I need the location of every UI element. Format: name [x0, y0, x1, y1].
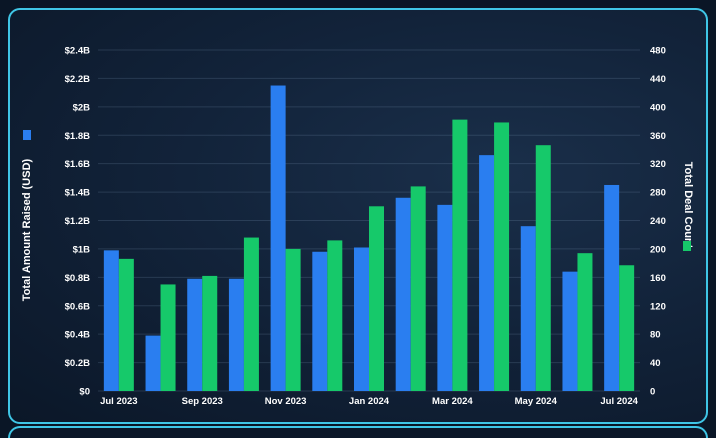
y2-tick-label: 440 [650, 74, 666, 85]
x-tick-label: Mar 2024 [432, 396, 473, 407]
next-card-edge [8, 426, 708, 438]
y-tick-label: $0 [79, 387, 90, 398]
y2-tick-label: 360 [650, 131, 666, 142]
bar-amount-raised[interactable] [395, 197, 411, 391]
y-tick-label: $1.4B [65, 188, 90, 199]
y2-tick-label: 0 [650, 387, 655, 398]
y2-tick-label: 80 [650, 330, 661, 341]
y-tick-label: $1B [73, 244, 91, 255]
chart-card: $0 $0.2B $0.4B $0.6B $0.8B $1B $1.2B $1.4B $1.6B… [8, 8, 708, 424]
bar-deal-count[interactable] [202, 275, 218, 391]
bar-amount-raised[interactable] [520, 226, 536, 391]
x-tick-label: Jul 2023 [100, 396, 138, 407]
y-tick-label: $1.2B [65, 216, 90, 227]
bar-amount-raised[interactable] [562, 271, 578, 391]
x-tick-label: Jan 2024 [349, 396, 390, 407]
y2-tick-label: 320 [650, 159, 666, 170]
x-axis-ticks: Jul 2023 Sep 2023 Nov 2023 Jan 2024 Mar 2024… [100, 396, 639, 407]
bar-amount-raised[interactable] [604, 184, 620, 391]
bar-amount-raised[interactable] [270, 85, 286, 391]
bar-amount-raised[interactable] [145, 335, 161, 391]
y2-tick-label: 40 [650, 358, 661, 369]
bar-deal-count[interactable] [619, 265, 635, 391]
bar-deal-count[interactable] [160, 284, 176, 391]
bar-deal-count[interactable] [369, 206, 384, 391]
y2-tick-label: 240 [650, 216, 666, 227]
y-tick-label: $2.4B [65, 46, 90, 57]
bar-deal-count[interactable] [410, 186, 426, 391]
y2-tick-label: 480 [650, 46, 666, 57]
bar-amount-raised[interactable] [479, 155, 495, 391]
bar-deal-count[interactable] [327, 240, 343, 391]
y2-tick-label: 120 [650, 301, 666, 312]
x-tick-label: Sep 2023 [182, 396, 223, 407]
y-tick-label: $0.2B [65, 358, 90, 369]
bar-deal-count[interactable] [577, 253, 593, 391]
legend-deal-count-marker [683, 241, 691, 251]
y-tick-label: $2.2B [65, 74, 90, 85]
y-axis-right-ticks: 0 40 80 120 160 200 240 280 320 360 400 440 480 [650, 46, 666, 398]
x-tick-label: Nov 2023 [265, 396, 307, 407]
bar-amount-raised[interactable] [354, 247, 369, 391]
bars [103, 85, 635, 392]
y-tick-label: $1.6B [65, 159, 90, 170]
bar-deal-count[interactable] [452, 119, 468, 391]
y2-tick-label: 280 [650, 188, 666, 199]
y-axis-left-ticks: $0 $0.2B $0.4B $0.6B $0.8B $1B $1.2B $1.4B $1.6B… [65, 46, 90, 398]
bar-deal-count[interactable] [243, 237, 259, 391]
y-axis-left-title: Total Amount Raised (USD) [21, 158, 33, 301]
y-tick-label: $0.8B [65, 273, 90, 284]
bar-amount-raised[interactable] [437, 204, 453, 391]
bar-deal-count[interactable] [118, 258, 134, 391]
y2-tick-label: 400 [650, 102, 666, 113]
y-tick-label: $0.4B [65, 330, 90, 341]
bar-amount-raised[interactable] [228, 278, 244, 391]
y-tick-label: $0.6B [65, 301, 90, 312]
bar-deal-count[interactable] [494, 122, 510, 392]
bar-deal-count[interactable] [285, 248, 301, 391]
bar-amount-raised[interactable] [103, 250, 119, 391]
x-tick-label: May 2024 [515, 396, 558, 407]
x-tick-label: Jul 2024 [600, 396, 638, 407]
bar-deal-count[interactable] [535, 145, 551, 391]
bar-amount-raised[interactable] [312, 251, 328, 391]
y2-tick-label: 200 [650, 244, 666, 255]
y-tick-label: $2B [73, 102, 91, 113]
bar-amount-raised[interactable] [187, 278, 203, 391]
y2-tick-label: 160 [650, 273, 666, 284]
chart: $0 $0.2B $0.4B $0.6B $0.8B $1B $1.2B $1.4B $1.6B… [21, 46, 694, 408]
y-tick-label: $1.8B [65, 131, 90, 142]
legend-amount-marker [23, 130, 31, 140]
y-axis-right-title: Total Deal Count [682, 162, 694, 249]
